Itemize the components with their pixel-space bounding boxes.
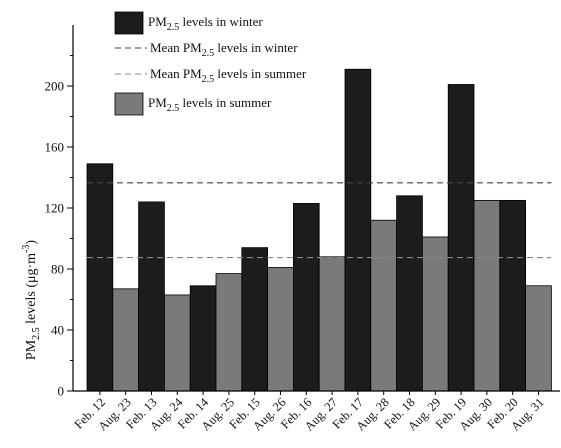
- bar-feb-12: [86, 163, 114, 392]
- legend-label-box-summer: PM2.5 levels in summer: [148, 95, 272, 114]
- legend-swatch-summer: [114, 92, 144, 116]
- bar-feb-15: [241, 247, 269, 392]
- bar-aug-26: [267, 267, 294, 392]
- bar-feb-13: [138, 201, 165, 392]
- bar-aug-29: [421, 236, 449, 392]
- mean-lines-group: [87, 182, 552, 259]
- bar-aug-27: [318, 256, 346, 392]
- legend-label-line-summer: Mean PM2.5 levels in summer: [150, 66, 307, 85]
- legend-swatch-winter: [114, 11, 144, 35]
- y-tick-label: 120: [45, 201, 65, 216]
- bar-feb-14: [189, 285, 217, 392]
- bar-aug-31: [525, 285, 552, 392]
- legend-label-box-winter: PM2.5 levels in winter: [148, 14, 263, 33]
- bar-feb-16: [292, 203, 320, 392]
- bar-feb-20: [499, 199, 526, 392]
- bar-aug-24: [163, 294, 191, 392]
- y-tick-label: 200: [45, 79, 65, 94]
- y-axis-title: PM2.5 levels (μg·m-3): [21, 240, 42, 360]
- legend: PM2.5 levels in winter Mean PM2.5 levels …: [114, 11, 307, 116]
- bar-aug-23: [112, 288, 140, 392]
- bars-group: [86, 68, 552, 392]
- bar-aug-30: [473, 199, 501, 392]
- bar-feb-19: [447, 84, 475, 392]
- bar-feb-17: [344, 68, 372, 392]
- bar-aug-28: [370, 219, 397, 392]
- y-tick-label: 80: [51, 262, 64, 277]
- bar-feb-18: [396, 195, 423, 392]
- y-tick-label: 160: [45, 140, 65, 155]
- y-tick-label: 40: [51, 323, 64, 338]
- y-tick-label: 0: [58, 384, 65, 399]
- legend-label-line-winter: Mean PM2.5 levels in winter: [150, 40, 298, 59]
- bar-aug-25: [215, 273, 243, 392]
- axes-group: 0 40 80 120 160 200: [45, 25, 560, 399]
